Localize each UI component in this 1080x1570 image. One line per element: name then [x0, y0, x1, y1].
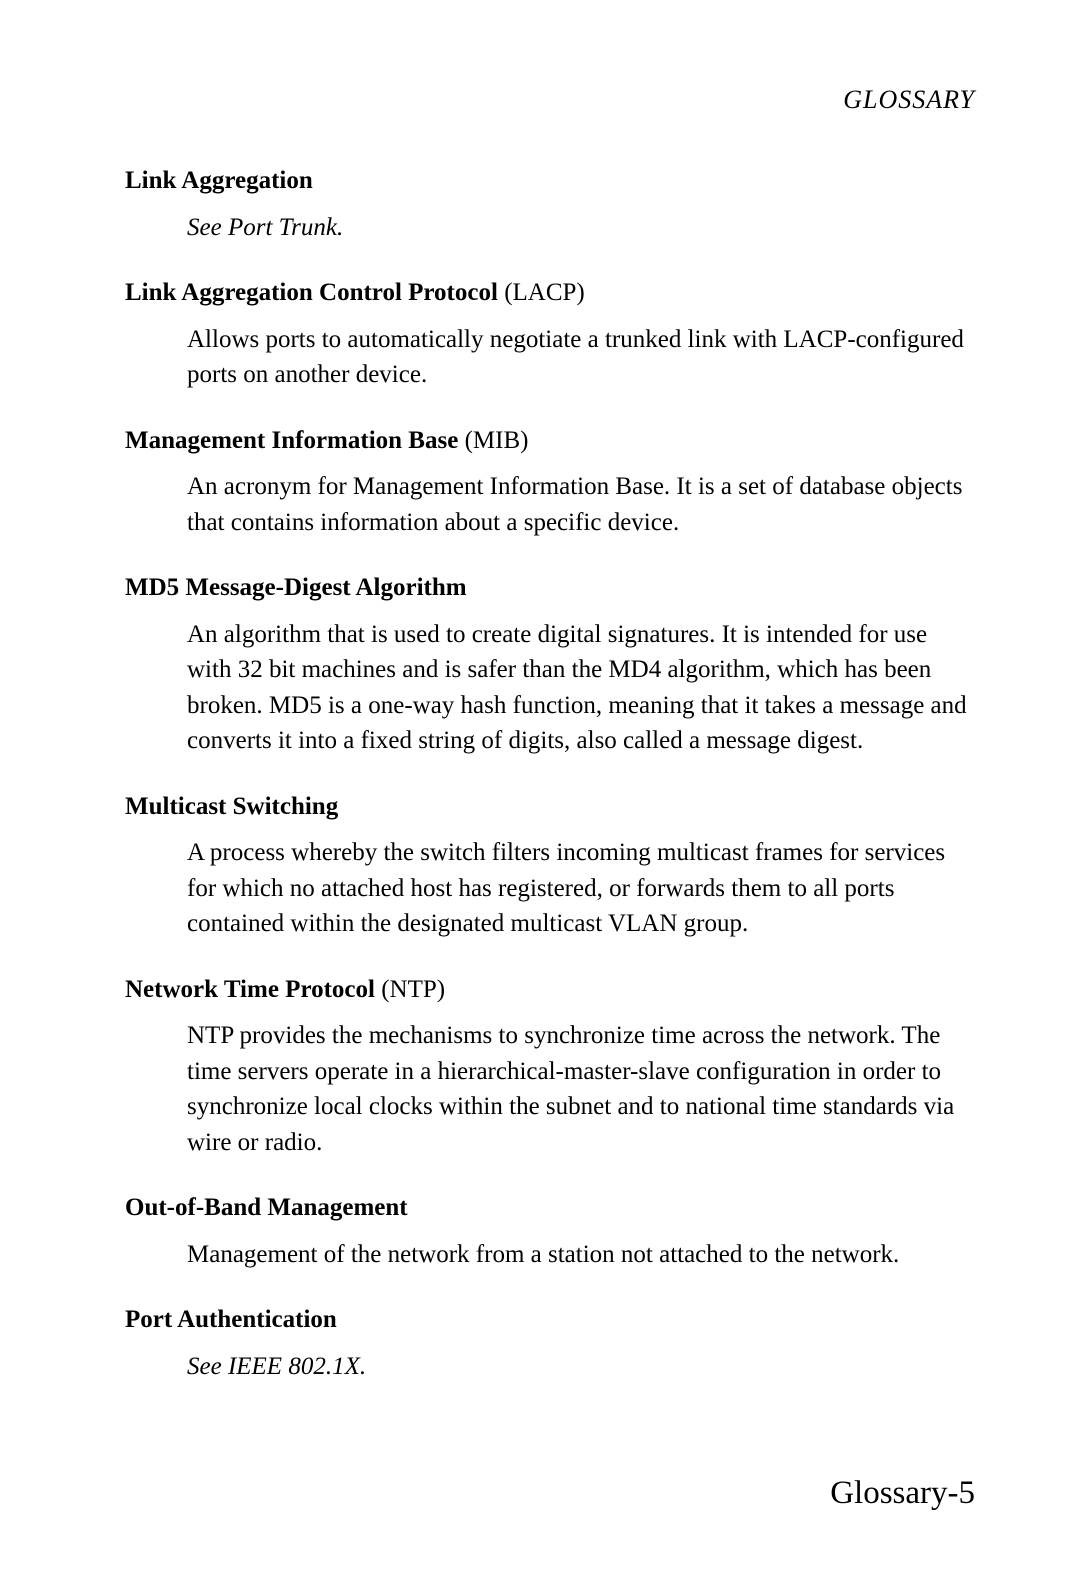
- definition: See Port Trunk.: [187, 210, 980, 246]
- term: Management Information Base: [125, 427, 458, 454]
- glossary-entry: Out-of-Band Management Management of the…: [125, 1192, 980, 1272]
- definition: An acronym for Management Information Ba…: [187, 469, 980, 540]
- term: Port Authentication: [125, 1306, 337, 1333]
- term: Out-of-Band Management: [125, 1194, 408, 1221]
- term-abbrev: (MIB): [458, 427, 528, 454]
- term-line: Network Time Protocol (NTP): [125, 974, 980, 1007]
- definition: Management of the network from a station…: [187, 1237, 980, 1273]
- term-abbrev: (LACP): [498, 279, 585, 306]
- definition: Allows ports to automatically negotiate …: [187, 322, 980, 393]
- term-line: Link Aggregation Control Protocol (LACP): [125, 277, 980, 310]
- definition: NTP provides the mechanisms to synchroni…: [187, 1018, 980, 1160]
- definition: See IEEE 802.1X.: [187, 1349, 980, 1385]
- term-abbrev: (NTP): [375, 976, 445, 1003]
- glossary-entry: Management Information Base (MIB) An acr…: [125, 425, 980, 541]
- term: Multicast Switching: [125, 793, 338, 820]
- definition: An algorithm that is used to create digi…: [187, 617, 980, 759]
- term: Link Aggregation: [125, 167, 313, 194]
- glossary-entry: Link Aggregation See Port Trunk.: [125, 165, 980, 245]
- glossary-entry: Network Time Protocol (NTP) NTP provides…: [125, 974, 980, 1161]
- term-line: Management Information Base (MIB): [125, 425, 980, 458]
- glossary-entry: Port Authentication See IEEE 802.1X.: [125, 1304, 980, 1384]
- term-line: Multicast Switching: [125, 791, 980, 824]
- page-header: GLOSSARY: [125, 85, 980, 115]
- glossary-entry: Link Aggregation Control Protocol (LACP)…: [125, 277, 980, 393]
- glossary-entry: Multicast Switching A process whereby th…: [125, 791, 980, 942]
- term-line: MD5 Message-Digest Algorithm: [125, 572, 980, 605]
- glossary-entry: MD5 Message-Digest Algorithm An algorith…: [125, 572, 980, 759]
- term-line: Port Authentication: [125, 1304, 980, 1337]
- term: Network Time Protocol: [125, 976, 375, 1003]
- term-line: Out-of-Band Management: [125, 1192, 980, 1225]
- page-footer: Glossary-5: [830, 1475, 975, 1512]
- term: MD5 Message-Digest Algorithm: [125, 574, 467, 601]
- term: Link Aggregation Control Protocol: [125, 279, 498, 306]
- term-line: Link Aggregation: [125, 165, 980, 198]
- definition: A process whereby the switch filters inc…: [187, 835, 980, 942]
